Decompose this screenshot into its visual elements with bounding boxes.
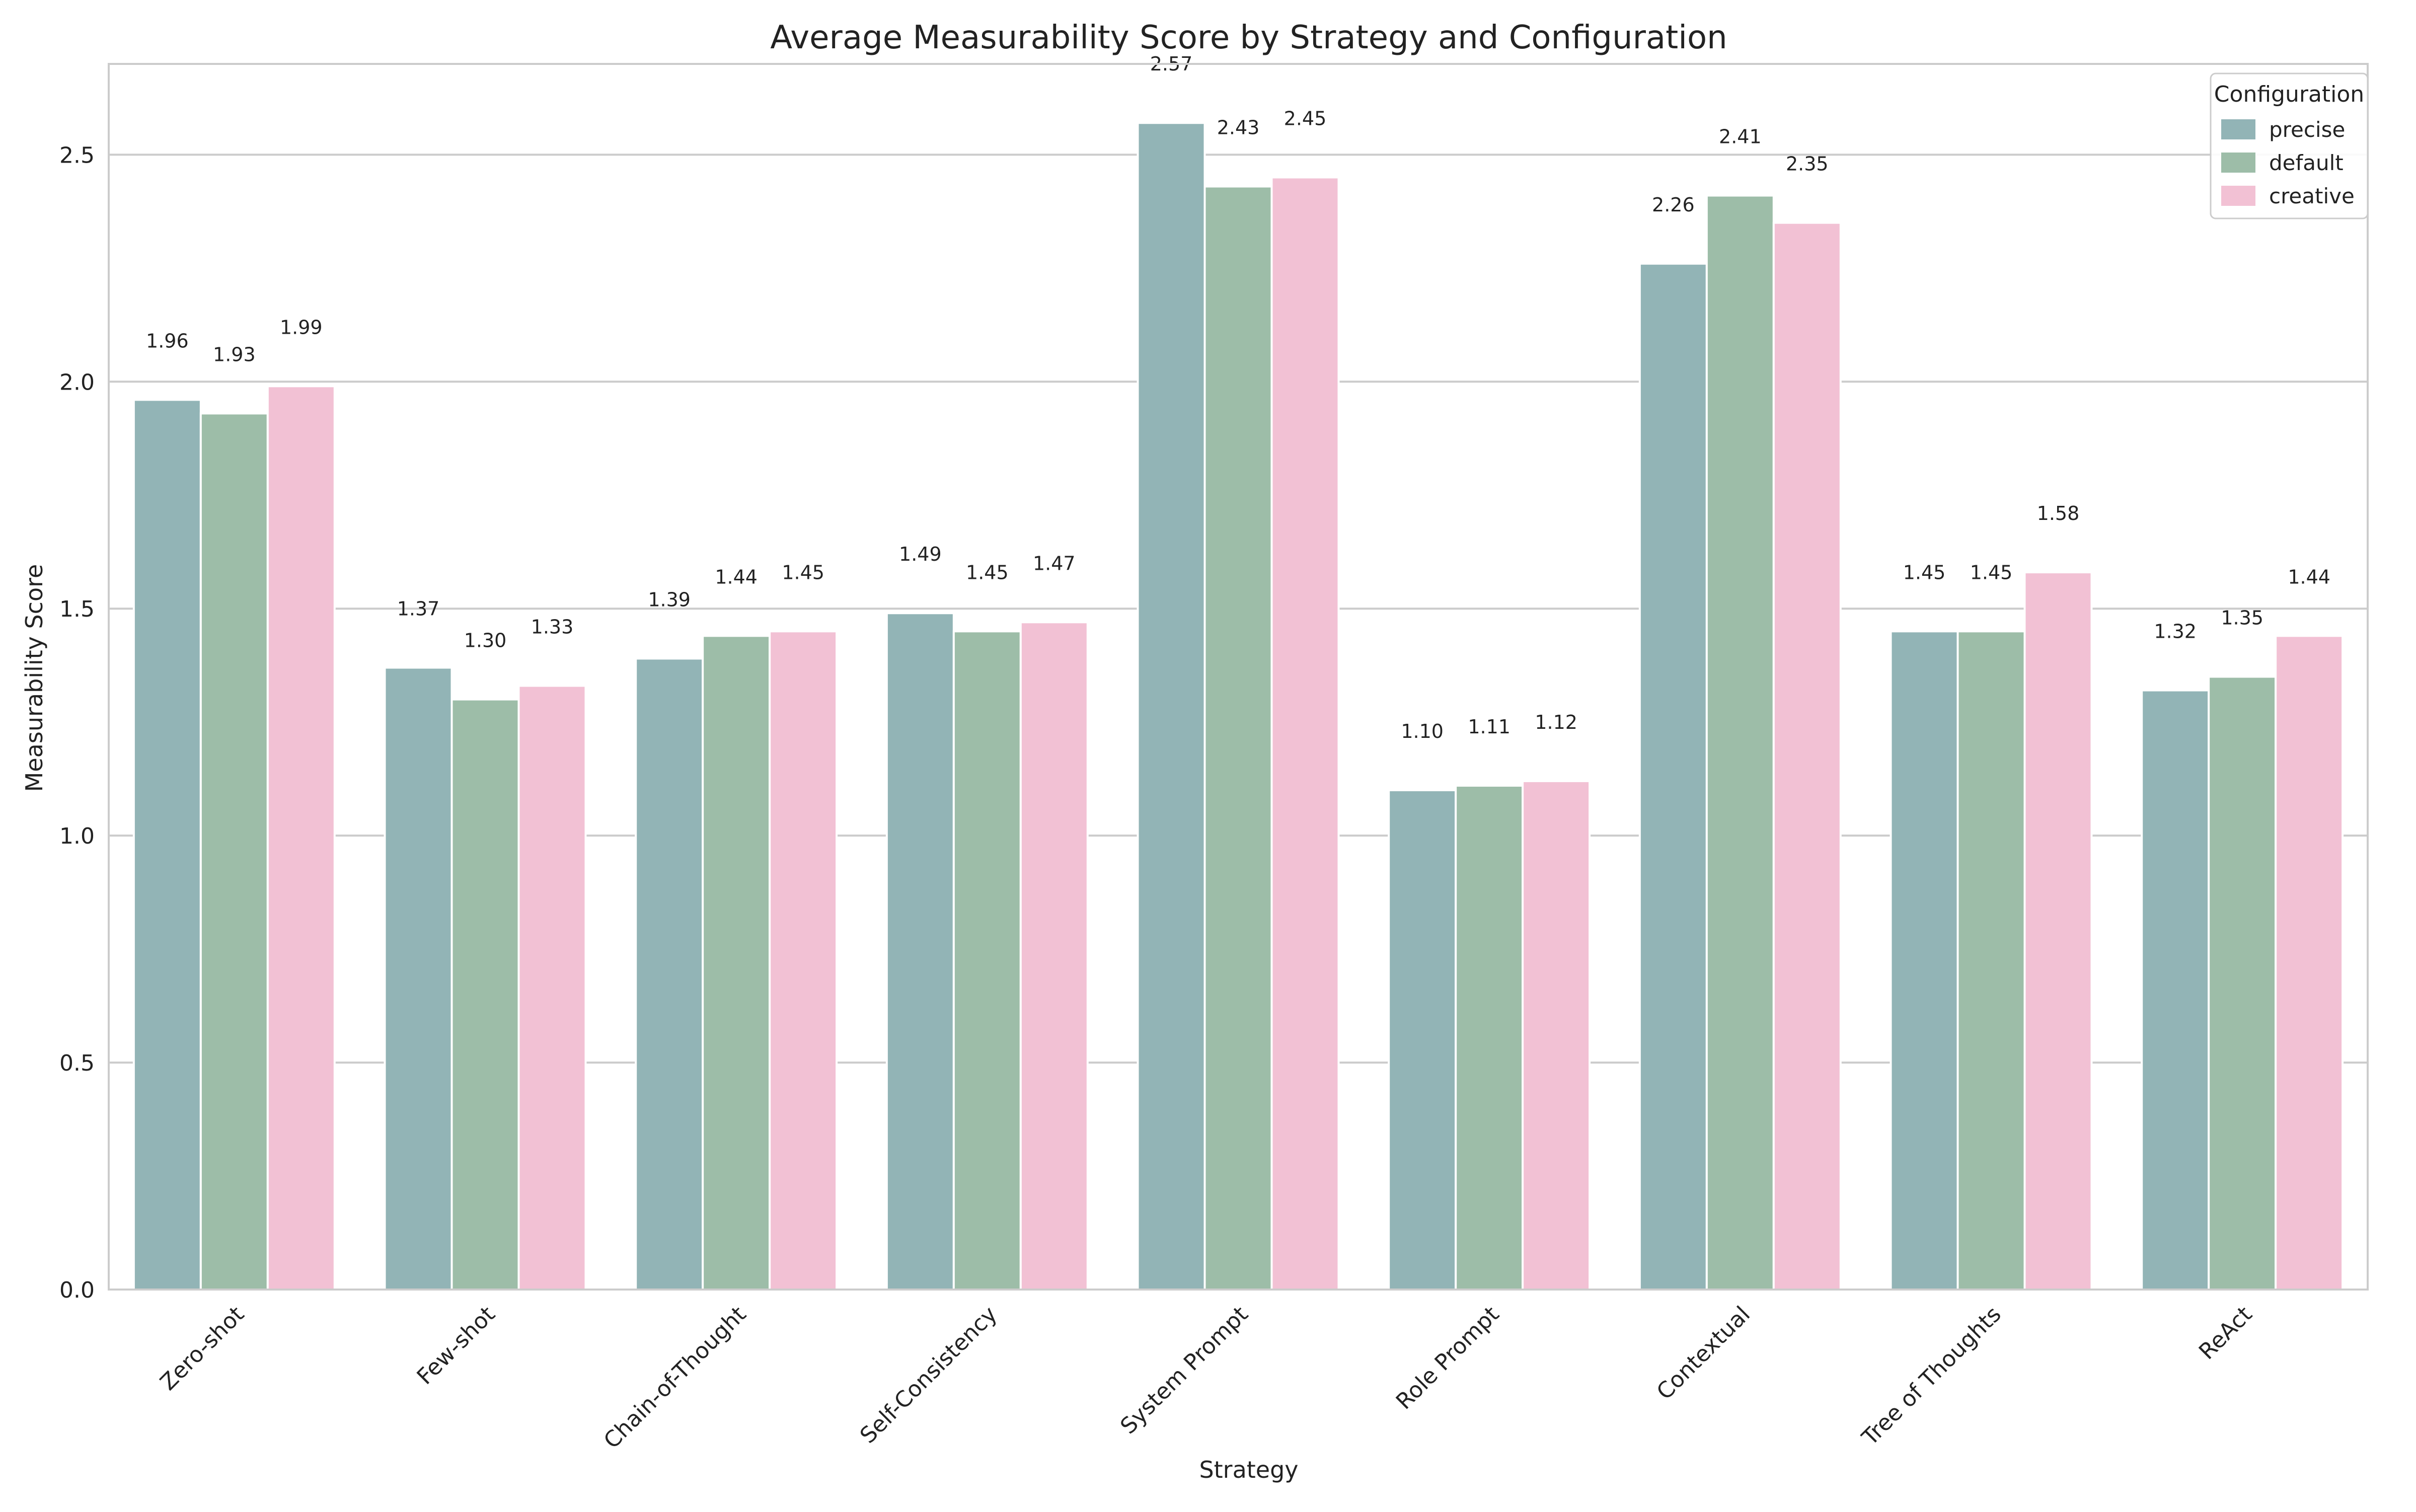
- y-tick-label: 2.5: [59, 142, 95, 168]
- bar-creative: [517, 685, 587, 1291]
- legend-swatch-creative: [2220, 185, 2256, 207]
- data-label: 1.45: [1903, 561, 1946, 583]
- bar-creative: [2023, 571, 2093, 1291]
- bar-default: [1705, 194, 1775, 1291]
- legend-entries: precise default creative: [2220, 117, 2355, 208]
- bar-precise: [1638, 262, 1708, 1291]
- legend-label-default: default: [2269, 150, 2344, 175]
- data-label: 1.96: [146, 330, 189, 352]
- bar-precise: [2141, 689, 2210, 1291]
- data-label: 1.32: [2154, 621, 2197, 643]
- bar-creative: [769, 630, 838, 1291]
- data-label: 1.33: [531, 616, 574, 638]
- data-label: 2.41: [1719, 126, 1762, 148]
- y-tick-label: 1.5: [59, 596, 95, 622]
- y-axis-label: Measurability Score: [21, 564, 48, 792]
- data-label: 1.37: [397, 597, 440, 620]
- data-label: 1.30: [464, 630, 507, 652]
- bar-creative: [266, 385, 336, 1291]
- data-label: 1.10: [1401, 720, 1444, 742]
- legend-swatch-default: [2220, 152, 2256, 174]
- data-label: 2.26: [1652, 194, 1695, 216]
- data-label: 2.45: [1284, 107, 1327, 129]
- bar-creative: [1270, 176, 1340, 1291]
- bar-precise: [885, 612, 955, 1291]
- bar-precise: [1890, 630, 1959, 1291]
- data-label: 1.49: [899, 543, 942, 565]
- y-tick-label: 1.0: [59, 823, 95, 849]
- bar-default: [952, 630, 1022, 1291]
- bar-default: [1956, 630, 2026, 1291]
- legend-label-precise: precise: [2269, 117, 2345, 142]
- data-label: 1.11: [1468, 716, 1511, 738]
- bar-precise: [132, 399, 202, 1291]
- chart-title: Average Measurability Score by Strategy …: [770, 19, 1727, 56]
- data-label: 1.45: [1970, 561, 2013, 583]
- data-label: 1.35: [2221, 607, 2263, 629]
- data-label: 1.93: [213, 343, 256, 365]
- bar-layer: [132, 122, 2344, 1291]
- y-tick-label: 2.0: [59, 369, 95, 395]
- bar-default: [702, 635, 771, 1291]
- data-label: 1.44: [715, 566, 758, 588]
- data-label: 1.47: [1033, 552, 1076, 574]
- y-tick-label: 0.5: [59, 1050, 95, 1076]
- bar-precise: [635, 657, 704, 1291]
- data-label: 1.45: [966, 561, 1009, 583]
- bar-default: [450, 698, 520, 1291]
- bar-default: [1203, 185, 1273, 1291]
- bar-creative: [2275, 635, 2344, 1291]
- bar-precise: [1388, 789, 1457, 1291]
- bar-precise: [384, 666, 453, 1291]
- legend-swatch-precise: [2220, 118, 2256, 140]
- data-label: 1.44: [2288, 566, 2330, 588]
- data-label: 2.43: [1217, 117, 1260, 139]
- data-label: 1.39: [648, 588, 691, 611]
- bar-precise: [1137, 122, 1206, 1291]
- x-axis-label: Strategy: [1199, 1456, 1298, 1483]
- bar-default: [2208, 675, 2277, 1291]
- y-tick-label: 0.0: [59, 1277, 95, 1303]
- data-label: 1.45: [782, 561, 824, 583]
- bar-creative: [1772, 221, 1842, 1291]
- legend-title: Configuration: [2214, 82, 2364, 107]
- data-label: 1.58: [2037, 502, 2080, 524]
- data-label: 2.35: [1786, 153, 1829, 175]
- legend: Configuration precise default creative: [2210, 72, 2369, 219]
- bar-default: [199, 412, 269, 1291]
- bar-creative: [1019, 621, 1089, 1291]
- bar-default: [1455, 784, 1524, 1291]
- legend-label-creative: creative: [2269, 184, 2355, 208]
- data-label: 1.99: [280, 316, 323, 338]
- plot-frame: [108, 63, 2369, 1291]
- legend-box: [2210, 72, 2369, 219]
- data-label: 1.12: [1535, 711, 1577, 733]
- bar-creative: [1522, 780, 1591, 1291]
